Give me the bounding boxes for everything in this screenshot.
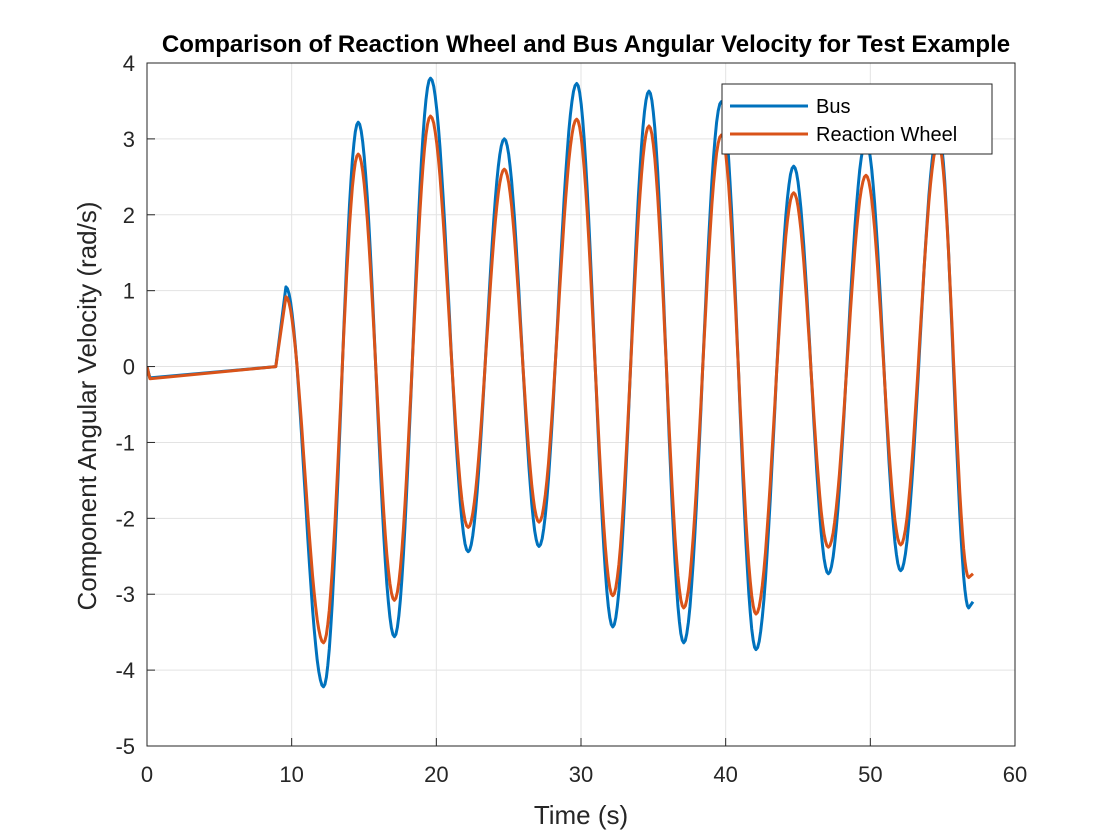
x-tick-label: 40 — [713, 762, 737, 787]
y-axis-label: Component Angular Velocity (rad/s) — [72, 202, 102, 611]
y-tick-label: 1 — [123, 279, 135, 304]
x-tick-label: 30 — [569, 762, 593, 787]
y-tick-label: 2 — [123, 203, 135, 228]
legend-box — [721, 83, 993, 155]
x-tick-label: 50 — [858, 762, 882, 787]
series-layer — [147, 76, 975, 689]
y-tick-label: -3 — [115, 582, 135, 607]
x-tick-label: 20 — [424, 762, 448, 787]
series-line-reaction-wheel — [147, 114, 974, 645]
y-tick-label: -2 — [115, 506, 135, 531]
x-tick-label: 0 — [141, 762, 153, 787]
x-tick-label: 10 — [279, 762, 303, 787]
y-tick-label: 4 — [123, 51, 135, 76]
series-line-bus — [147, 76, 975, 689]
y-tick-label: 0 — [123, 355, 135, 380]
chart-title: Comparison of Reaction Wheel and Bus Ang… — [162, 31, 1010, 58]
y-tick-label: 3 — [123, 127, 135, 152]
y-tick-label: -4 — [115, 658, 135, 683]
x-tick-label: 60 — [1003, 762, 1027, 787]
legend: Bus Reaction Wheel — [721, 83, 993, 155]
y-tick-label: -5 — [115, 734, 135, 759]
legend-label-bus: Bus — [816, 96, 850, 118]
legend-label-reaction-wheel: Reaction Wheel — [816, 124, 957, 146]
x-axis-label: Time (s) — [534, 800, 628, 830]
y-tick-label: -1 — [115, 430, 135, 455]
axis-ticks: 0 10 20 30 40 50 60 -5 -4 -3 -2 -1 0 1 2 3 4 — [115, 51, 1027, 787]
